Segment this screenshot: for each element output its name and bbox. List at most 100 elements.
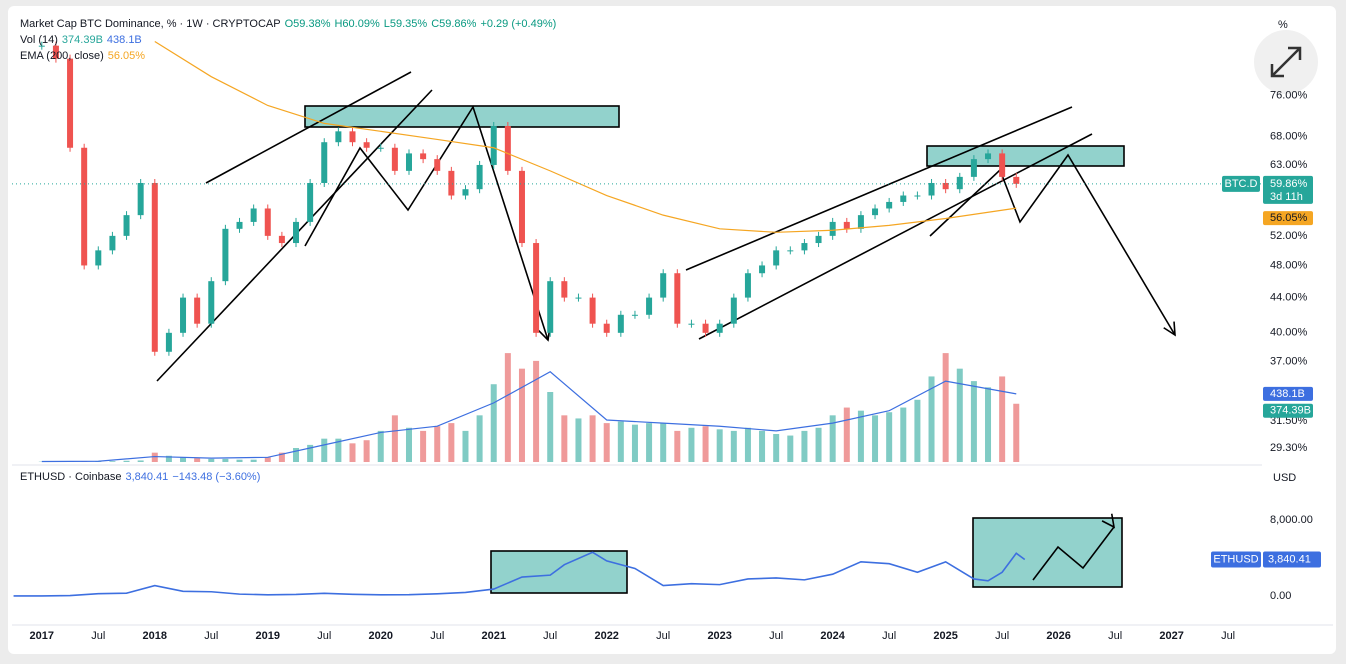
x-tick-label: 2022	[594, 630, 618, 642]
annotations	[156, 71, 1176, 594]
x-tick-label: 2024	[820, 630, 845, 642]
candle-body	[999, 153, 1006, 177]
candle-body	[956, 176, 963, 190]
volume-bar	[165, 455, 172, 462]
candle-body	[391, 147, 398, 171]
volume-bar	[109, 461, 116, 462]
ohlc: H60.09%	[334, 18, 380, 30]
badge	[1263, 211, 1313, 226]
x-tick-label: 2025	[933, 630, 957, 642]
candle-body	[236, 221, 243, 229]
symbol-label: BTC.D	[1225, 178, 1258, 190]
volume-bar	[730, 430, 737, 462]
ma-value: 438.1B	[1270, 388, 1305, 400]
y-tick-label: 52.00%	[1270, 230, 1308, 242]
volume-bar	[716, 429, 723, 462]
volume-bar	[589, 415, 596, 462]
y-tick-label: 8,000.00	[1270, 514, 1313, 526]
volume-bar	[194, 458, 201, 462]
volume-bar	[363, 440, 370, 462]
candle-body	[180, 297, 187, 333]
candle-body	[603, 323, 610, 333]
volume-bar	[476, 415, 483, 462]
candle-body	[759, 265, 766, 274]
candle-body	[547, 281, 554, 333]
volume-bar	[631, 424, 638, 462]
legend: Vol (14) 374.39B 438.1B	[20, 34, 146, 46]
arrow-head	[1101, 513, 1116, 529]
volume-bar	[603, 423, 610, 462]
x-tick-label: Jul	[1221, 630, 1235, 642]
y-tick-label: 29.30%	[1270, 442, 1308, 454]
candle-body	[900, 195, 907, 202]
candle-body	[307, 182, 314, 222]
candle-body	[660, 273, 667, 298]
trend-line	[698, 133, 1093, 340]
candle-body	[335, 131, 342, 143]
trend-line	[1032, 526, 1115, 581]
candle-body	[67, 58, 74, 148]
candle-body	[575, 297, 582, 299]
x-tick-label: Jul	[882, 630, 896, 642]
candle-body	[264, 208, 271, 236]
indicator: Vol (14)	[20, 34, 58, 46]
candle-body	[829, 221, 836, 236]
x-tick-label: Jul	[995, 630, 1009, 642]
candle-body	[448, 170, 455, 196]
badge	[1211, 551, 1261, 568]
candle-body	[434, 159, 441, 171]
volume-ma	[41, 371, 1017, 463]
candle-body	[137, 182, 144, 216]
value: 56.05%	[107, 50, 146, 62]
candle-body	[81, 147, 88, 266]
volume-bar	[646, 423, 653, 462]
volume-bar	[123, 460, 130, 462]
volume-bar	[999, 376, 1006, 462]
candle-body	[151, 182, 158, 352]
trend-line	[685, 106, 1073, 271]
volume-bar	[391, 415, 398, 462]
volume-bar	[956, 368, 963, 462]
ohlc: L59.35%	[383, 18, 428, 30]
ema-line	[154, 40, 1017, 233]
badge	[1222, 175, 1260, 192]
title: ETHUSD · Coinbase	[20, 471, 122, 483]
candle-body	[872, 208, 879, 216]
candle-body	[674, 273, 681, 324]
volume-bar	[504, 353, 511, 462]
volume-bar	[420, 430, 427, 462]
volume-bar	[448, 423, 455, 462]
candle-body	[52, 45, 59, 59]
x-tick-label: 2027	[1159, 630, 1183, 642]
volume-bar	[208, 458, 215, 462]
candle-body	[589, 297, 596, 324]
volume-bar	[759, 430, 766, 462]
volume-bar	[462, 430, 469, 462]
volume-bar	[1013, 403, 1020, 462]
candle-body	[208, 281, 215, 324]
badge	[1263, 175, 1313, 204]
candle-body	[702, 323, 709, 333]
volume-bar	[815, 427, 822, 462]
candle-body	[914, 195, 921, 197]
badge	[1263, 551, 1321, 568]
trend-line	[304, 105, 549, 341]
candle-body	[843, 221, 850, 229]
volume-bar	[335, 438, 342, 462]
value: 374.39B	[61, 34, 103, 46]
legend: EMA (200, close) 56.05%	[20, 50, 149, 62]
volume-bar	[490, 384, 497, 462]
volume-bar	[250, 459, 257, 462]
candle-body	[1013, 176, 1020, 184]
candle-body	[533, 243, 540, 333]
badge	[1263, 386, 1313, 401]
x-tick-label: 2019	[256, 630, 280, 642]
volume-bar	[561, 415, 568, 462]
legend: ETHUSD · Coinbase 3,840.41 −143.48 (−3.60%…	[20, 471, 264, 483]
candle-body	[886, 201, 893, 209]
y-tick-label: 0.00	[1270, 590, 1291, 602]
y-tick-label: 76.00%	[1270, 90, 1308, 102]
legend: Market Cap BTC Dominance, % · 1W · CRYPT…	[20, 18, 560, 30]
volume-bar	[137, 460, 144, 462]
